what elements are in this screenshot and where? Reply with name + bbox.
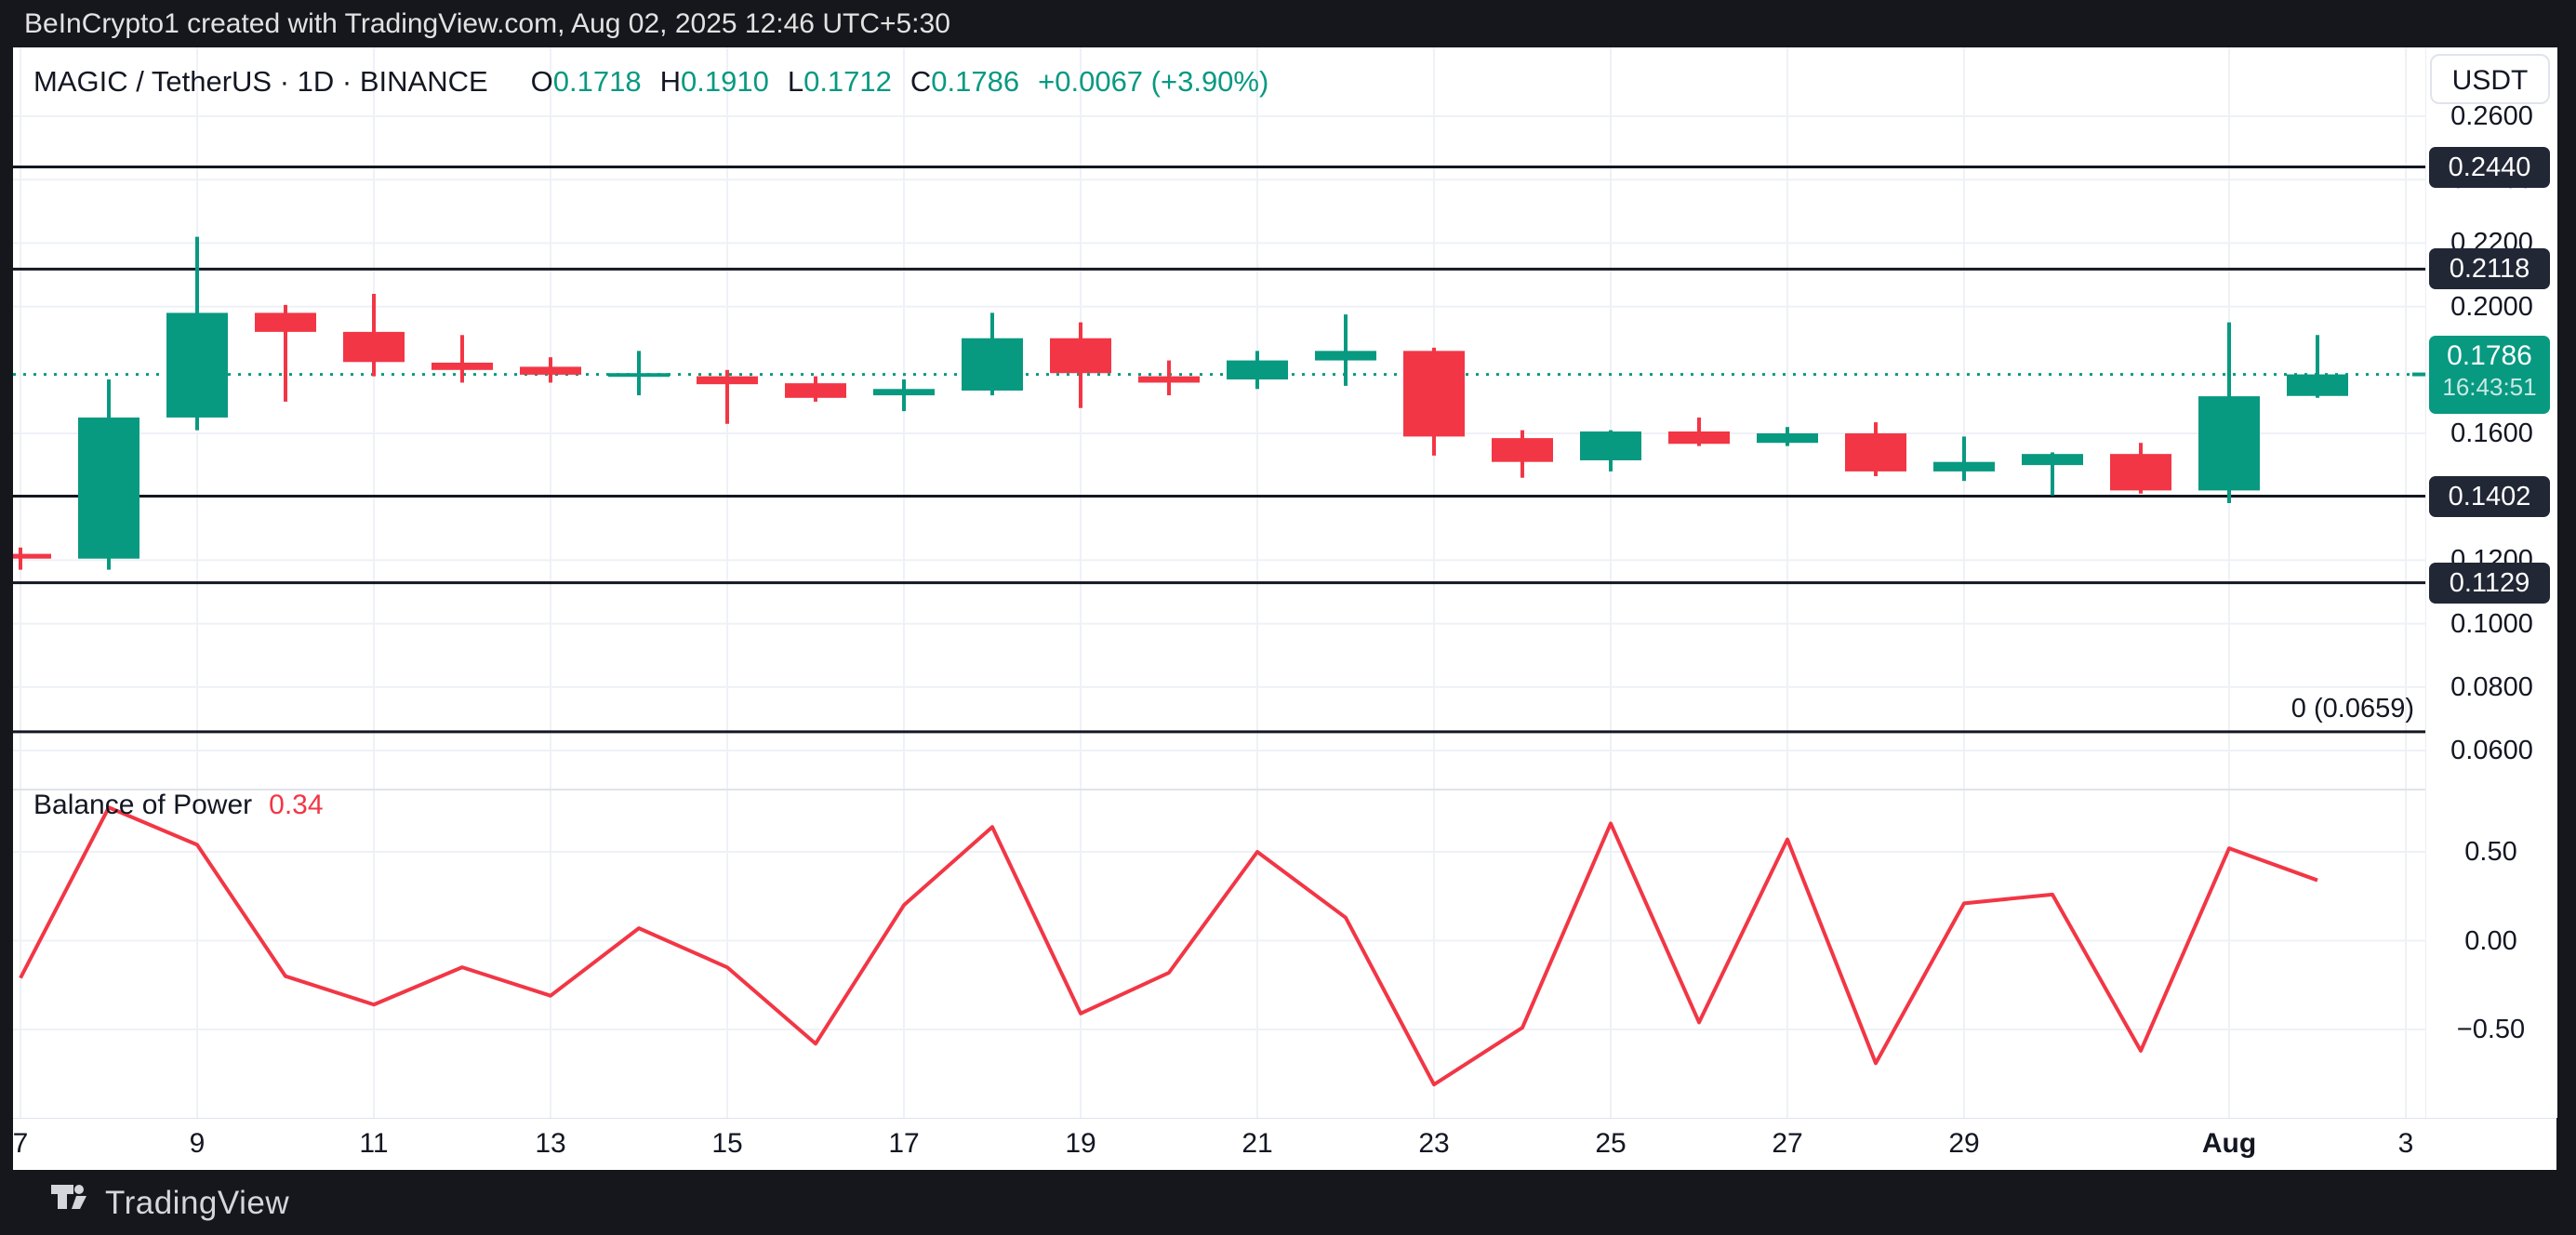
price-level-badge: 0.2440: [2429, 146, 2550, 188]
candle-body: [166, 312, 228, 418]
candle-body: [78, 417, 139, 559]
time-tick-label: 9: [189, 1128, 206, 1159]
ohlc-key: L: [787, 65, 804, 98]
price-tick-label: 0.2000: [2450, 291, 2533, 322]
candle-body: [0, 553, 51, 559]
time-tick-label: 13: [535, 1128, 566, 1159]
ohlc-values: O0.1718 H0.1910 L0.1712 C0.1786: [512, 65, 1019, 98]
ohlc-value: 0.1712: [803, 65, 892, 98]
candle-body: [432, 362, 493, 370]
symbol-title[interactable]: MAGIC / TetherUS · 1D · BINANCE: [33, 65, 488, 98]
time-tick-label: Aug: [2201, 1128, 2257, 1159]
price-tick-label: 0.1000: [2450, 608, 2533, 639]
time-tick-label: 3: [2397, 1128, 2414, 1159]
candle-body: [1845, 433, 1906, 471]
candle-body: [962, 338, 1023, 391]
time-tick-label: 29: [1948, 1128, 1980, 1159]
indicator-tick-label: 0.00: [2464, 925, 2517, 956]
time-tick-label: 7: [12, 1128, 29, 1159]
zero-level-annotation: 0 (0.0659): [2291, 694, 2414, 724]
tradingview-logo[interactable]: TradingView: [51, 1184, 289, 1223]
time-tick-label: 27: [1772, 1128, 1803, 1159]
footer-bar: [0, 1169, 2576, 1235]
candle-body: [1580, 431, 1641, 460]
candle-body: [2022, 454, 2083, 466]
time-axis[interactable]: 7 9 11 13 15 17 19 21 23 25 27 29 Aug 3: [13, 1118, 2556, 1170]
price-level-badge: 0.2118: [2429, 248, 2550, 290]
ohlc-key: C: [910, 65, 932, 98]
tradingview-logo-text: TradingView: [105, 1185, 290, 1221]
candle-body: [2287, 374, 2348, 396]
price-tick-label: 0.2600: [2450, 101, 2533, 131]
candle-body: [1933, 461, 1995, 471]
candle-body: [1315, 351, 1376, 361]
left-edge-bar: [0, 0, 13, 1235]
price-tick-label: 0.1600: [2450, 418, 2533, 448]
candle-body: [608, 373, 670, 378]
price-tick-label: 0.0800: [2450, 671, 2533, 702]
time-tick-label: 25: [1595, 1128, 1627, 1159]
candle-countdown: 16:43:51: [2442, 372, 2537, 401]
candle-body: [785, 383, 846, 398]
candle-body: [1668, 431, 1730, 445]
time-tick-label: 19: [1065, 1128, 1096, 1159]
indicator-legend[interactable]: Balance of Power 0.34: [33, 787, 324, 824]
change-value: +0.0067 (+3.90%): [1038, 65, 1269, 98]
ohlc-value: 0.1786: [931, 65, 1020, 98]
currency-unit-button[interactable]: USDT: [2430, 54, 2550, 104]
price-level-badge: 0.1129: [2429, 562, 2550, 604]
candle-body: [873, 389, 935, 396]
ohlc-value: 0.1718: [552, 65, 642, 98]
time-tick-label: 17: [888, 1128, 920, 1159]
ohlc-key: H: [659, 65, 681, 98]
tradingview-logo-icon: [51, 1185, 86, 1209]
time-tick-label: 11: [359, 1128, 389, 1159]
indicator-tick-label: −0.50: [2456, 1015, 2526, 1044]
right-edge-bar: [2556, 0, 2576, 1235]
candle-body: [1050, 338, 1111, 374]
snapshot-attribution: BeInCrypto1 created with TradingView.com…: [24, 8, 950, 39]
indicator-name: Balance of Power: [33, 790, 253, 820]
candle-body: [1138, 376, 1200, 383]
current-price-value: 0.1786: [2447, 339, 2532, 371]
time-tick-label: 21: [1242, 1128, 1273, 1159]
candle-body: [2198, 396, 2260, 491]
price-axis[interactable]: 0.26000.24000.22000.20000.16000.12000.10…: [2425, 47, 2557, 1118]
candle-body: [520, 366, 581, 375]
indicator-value: 0.34: [269, 790, 324, 820]
candle-body: [343, 331, 405, 363]
candle-body: [1227, 360, 1288, 380]
candle-body: [255, 312, 316, 332]
candle-body: [697, 376, 758, 385]
time-tick-label: 15: [711, 1128, 743, 1159]
current-price-badge: 0.1786 16:43:51: [2429, 335, 2550, 414]
candle-body: [1403, 351, 1465, 437]
ohlc-value: 0.1910: [681, 65, 769, 98]
symbol-legend: MAGIC / TetherUS · 1D · BINANCE O0.1718 H0…: [33, 63, 1268, 100]
bop-line: [19, 805, 2318, 1087]
candle-body: [1492, 438, 1553, 462]
indicator-tick-label: 0.50: [2464, 837, 2517, 867]
ohlc-key: O: [530, 65, 553, 98]
candle-body: [1757, 433, 1818, 444]
candle-body: [2110, 454, 2171, 491]
price-tick-label: 0.0600: [2450, 736, 2533, 765]
time-tick-label: 23: [1418, 1128, 1450, 1159]
price-level-badge: 0.1402: [2429, 475, 2550, 517]
header-bar: [0, 0, 2576, 47]
